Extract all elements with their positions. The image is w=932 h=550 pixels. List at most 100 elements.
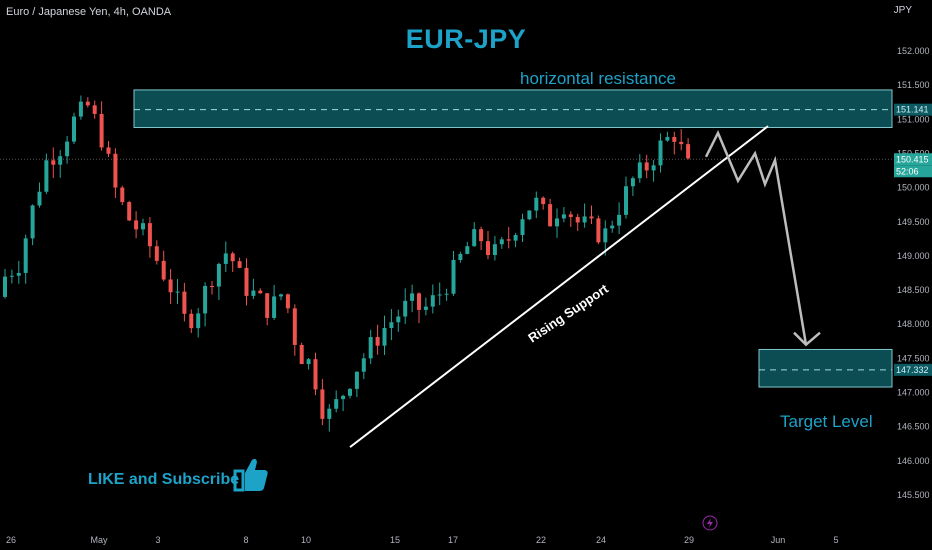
candle-body xyxy=(189,313,194,329)
candle-body xyxy=(348,388,352,396)
candle-body xyxy=(334,399,339,409)
candle-body xyxy=(72,116,76,142)
candle-body xyxy=(223,253,228,264)
candle-body xyxy=(292,308,297,345)
y-tick-label: 148.000 xyxy=(897,319,930,329)
candle-body xyxy=(154,246,159,261)
target-zone xyxy=(758,348,893,388)
thumbs-up-icon xyxy=(233,458,268,492)
candle-body xyxy=(16,272,21,276)
candle-body xyxy=(382,328,387,346)
candle-body xyxy=(375,337,380,346)
projection-arrowhead xyxy=(793,331,821,347)
candle-body xyxy=(354,371,359,389)
resistance-price-tag-bg xyxy=(894,103,932,116)
candle-body xyxy=(196,313,201,329)
countdown-tag: 52:06 xyxy=(896,166,919,176)
candle-body xyxy=(582,216,587,223)
lightning-icon[interactable] xyxy=(702,515,718,531)
x-tick-label: 3 xyxy=(155,535,160,545)
resistance-label: horizontal resistance xyxy=(520,69,676,88)
candle-body xyxy=(37,191,42,206)
candle-body xyxy=(203,285,208,314)
candle-body xyxy=(437,294,442,296)
candle-body xyxy=(589,216,594,219)
candle-body xyxy=(527,210,532,220)
candle-body xyxy=(686,144,691,159)
candle-body xyxy=(210,285,214,287)
symbol-info: Euro / Japanese Yen, 4h, OANDA xyxy=(6,6,172,18)
candle-body xyxy=(341,395,346,400)
x-tick-label: 15 xyxy=(390,535,400,545)
candle-body xyxy=(306,359,311,365)
candle-body xyxy=(175,291,180,293)
rising-support-label: Rising Support xyxy=(525,281,611,346)
y-tick-label: 150.000 xyxy=(897,183,930,193)
candle-body xyxy=(9,275,14,277)
candle-body xyxy=(534,197,539,211)
candle-body xyxy=(561,214,566,219)
candle-body xyxy=(506,239,511,241)
candle-body xyxy=(113,153,118,188)
y-tick-label: 152.000 xyxy=(897,46,930,56)
x-tick-label: Jun xyxy=(771,535,786,545)
candle-body xyxy=(368,337,373,359)
candle-body xyxy=(555,218,559,227)
candle-body xyxy=(575,216,580,223)
candle-body xyxy=(230,253,235,262)
candle-body xyxy=(465,246,470,254)
candle-body xyxy=(637,162,642,179)
target-price-tag: 147.332 xyxy=(896,365,929,375)
candle-body xyxy=(658,140,663,166)
candle-body xyxy=(610,225,615,229)
candle-body xyxy=(272,296,277,318)
candle-body xyxy=(3,276,7,297)
candle-body xyxy=(141,223,145,230)
y-tick-label: 151.000 xyxy=(897,114,930,124)
candle-body xyxy=(279,294,283,297)
candle-body xyxy=(444,293,449,295)
candle-body xyxy=(596,218,601,243)
candle-body xyxy=(216,263,221,287)
projection-path xyxy=(704,129,808,345)
candle-body xyxy=(127,202,132,221)
x-tick-label: 24 xyxy=(596,535,606,545)
y-tick-label: 145.500 xyxy=(897,490,930,500)
candle-body xyxy=(320,389,325,419)
candle-body xyxy=(458,253,463,260)
candle-body xyxy=(99,113,104,148)
candle-body xyxy=(568,214,573,217)
candle-body xyxy=(58,156,63,165)
candle-body xyxy=(603,228,608,243)
candle-body xyxy=(624,186,628,215)
candle-body xyxy=(134,220,139,230)
y-tick-label: 149.000 xyxy=(897,251,930,261)
candle-body xyxy=(258,290,263,294)
candle-body xyxy=(389,322,394,329)
candle-body xyxy=(617,214,622,226)
candle-body xyxy=(182,291,187,314)
candle-body xyxy=(665,136,670,141)
candle-body xyxy=(486,241,490,256)
y-tick-label: 146.000 xyxy=(897,456,930,466)
candle-body xyxy=(492,244,497,256)
resistance-price-tag: 151.141 xyxy=(896,105,929,115)
candle-body xyxy=(548,204,553,227)
like-subscribe-label: LIKE and Subscribe xyxy=(88,471,240,488)
candle-body xyxy=(51,160,56,165)
y-tick-label: 149.500 xyxy=(897,217,930,227)
candle-body xyxy=(106,147,111,154)
candle-body xyxy=(327,408,332,419)
candle-body xyxy=(410,293,415,301)
candle-body xyxy=(417,293,421,310)
candle-body xyxy=(430,295,435,307)
y-tick-label: 151.500 xyxy=(897,80,930,90)
candle-body xyxy=(161,260,166,280)
candle-body xyxy=(23,238,28,273)
current-price-tag-bg xyxy=(894,153,932,166)
candle-body xyxy=(451,259,456,294)
candle-body xyxy=(513,235,518,241)
y-tick-label: 147.000 xyxy=(897,388,930,398)
rising-support-line xyxy=(349,125,769,448)
